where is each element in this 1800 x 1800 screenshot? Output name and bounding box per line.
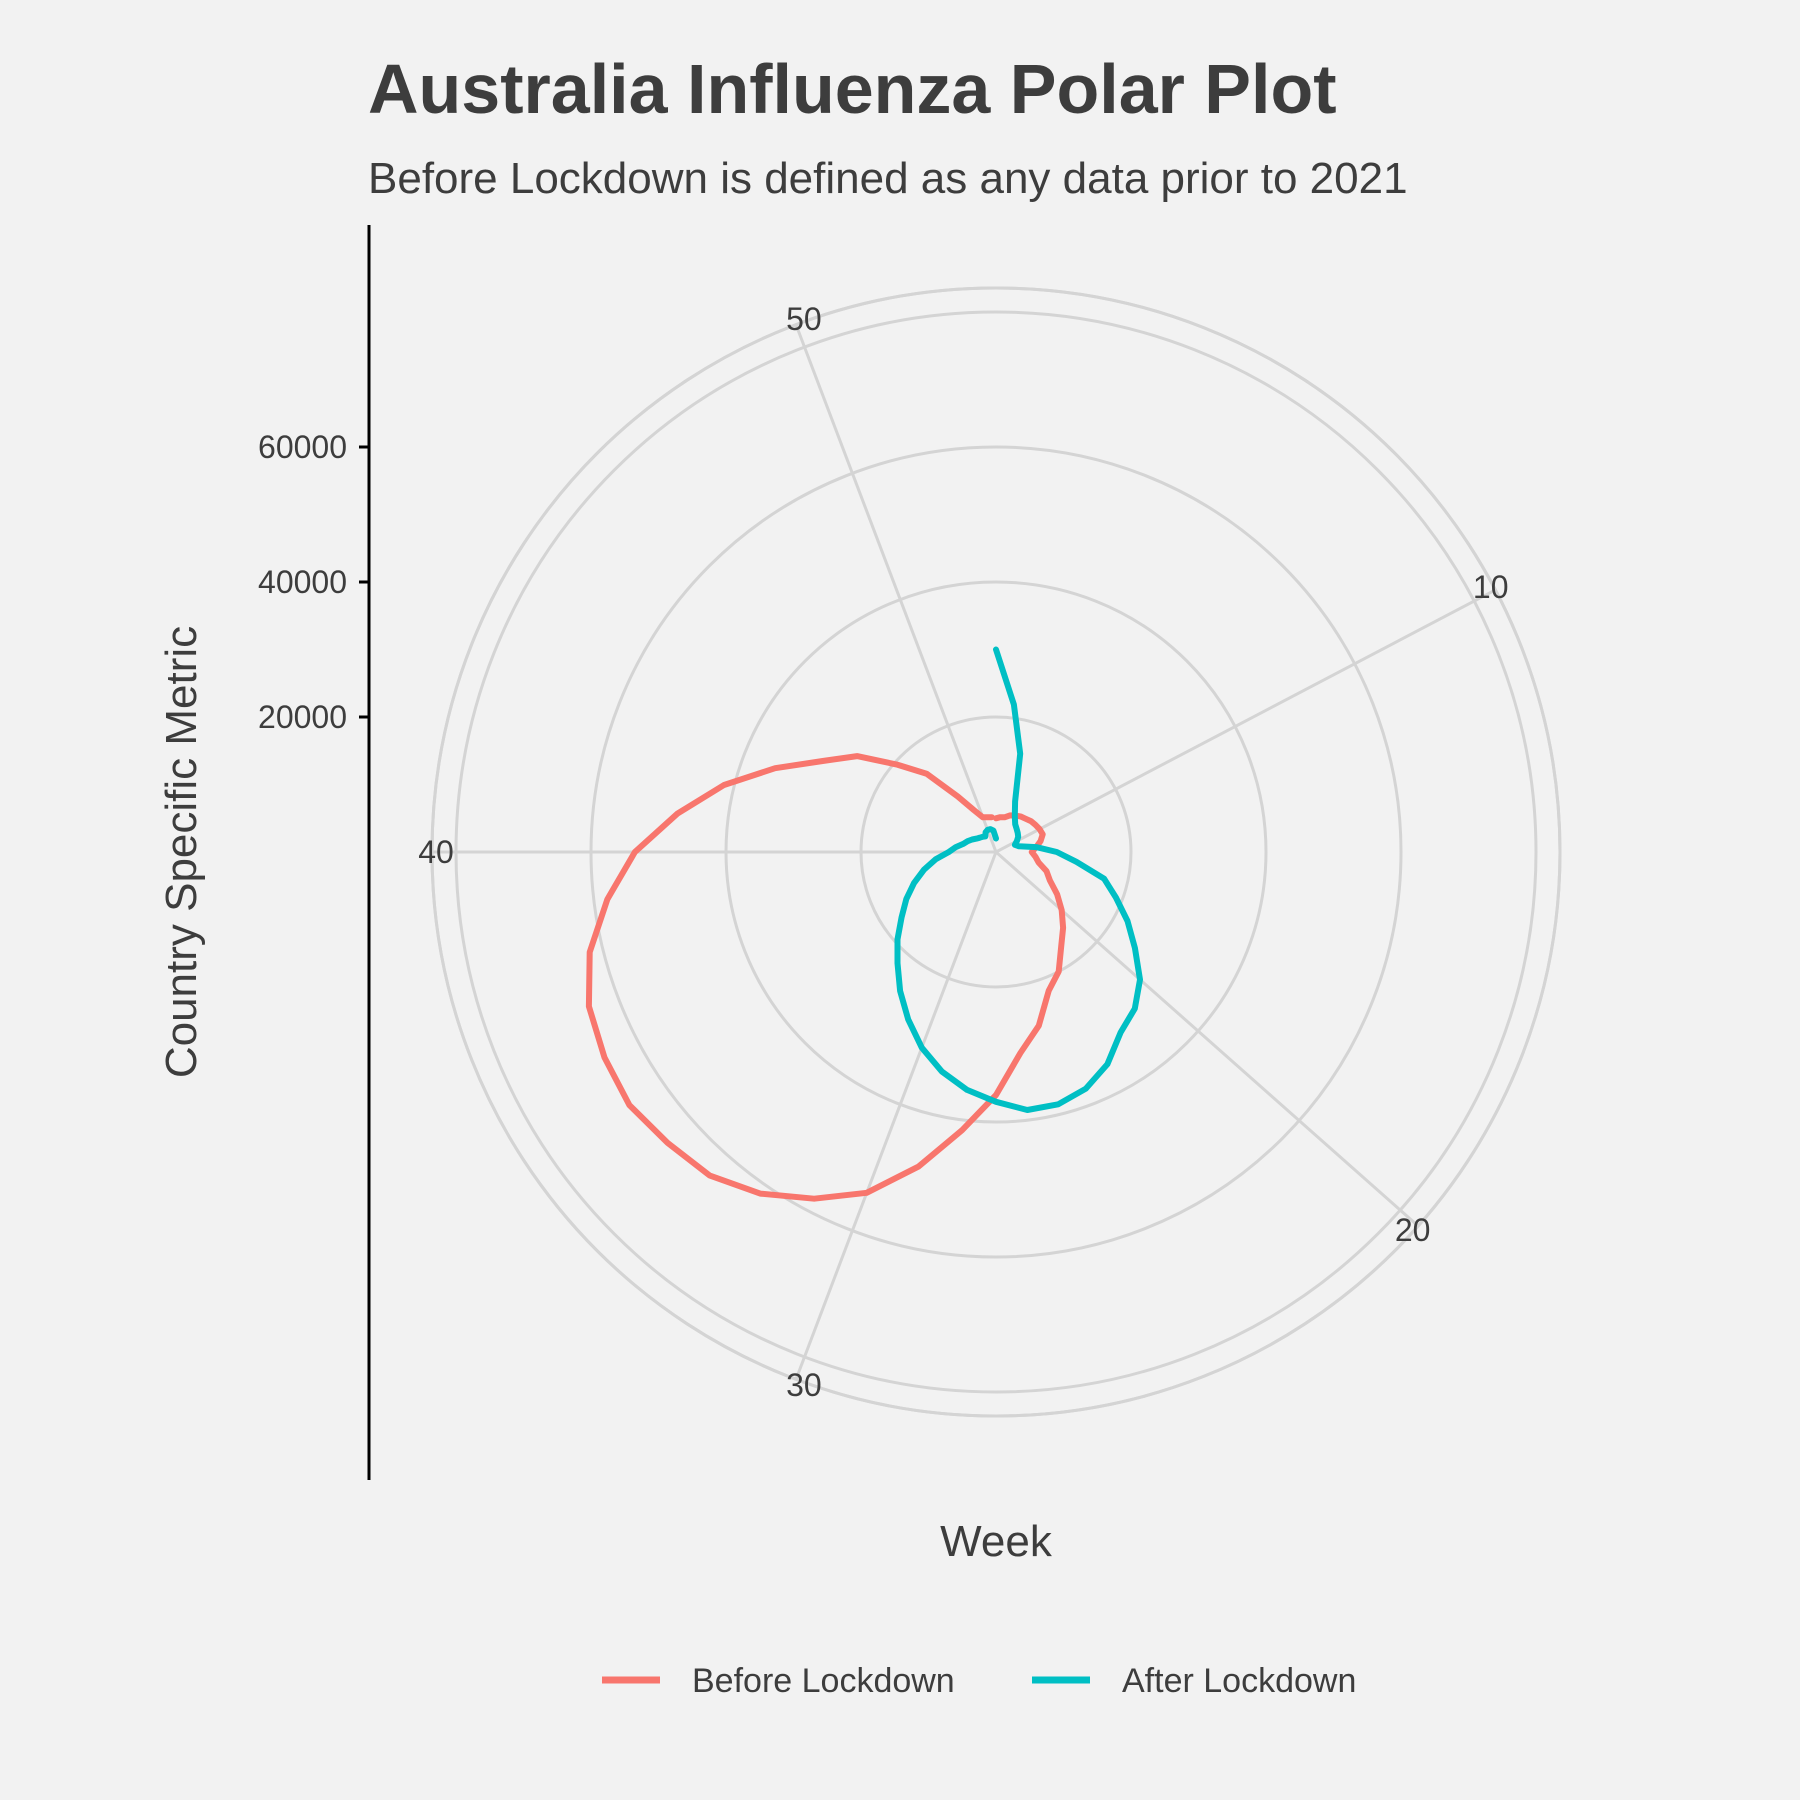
theta-tick-label: 20 [1395,1212,1431,1248]
chart-subtitle: Before Lockdown is defined as any data p… [368,154,1408,203]
y-axis-ticks: 20000 40000 60000 [258,429,369,735]
polar-grid [430,286,1562,1418]
theta-tick-label: 40 [418,834,454,870]
grid-spoke [794,851,998,1380]
legend: Before Lockdown After Lockdown [602,1662,1356,1700]
legend-label: Before Lockdown [692,1662,955,1700]
legend-label: After Lockdown [1122,1662,1356,1700]
grid-spoke [794,324,998,853]
chart-title: Australia Influenza Polar Plot [368,50,1337,128]
y-axis-title: Country Specific Metric [157,626,206,1078]
series-line-after-lockdown [894,646,1143,1113]
grid-spoke [995,850,1420,1228]
theta-tick-label: 30 [786,1367,822,1403]
series-line-before-lockdown [585,753,1067,1202]
y-tick-label: 60000 [258,429,347,465]
theta-axis-labels: 10 20 30 40 50 [418,301,1508,1403]
x-axis-title: Week [940,1517,1053,1566]
theta-tick-label: 10 [1473,569,1509,605]
theta-tick-label: 50 [786,301,822,337]
series-lines [585,646,1143,1202]
y-tick-label: 20000 [258,699,347,735]
y-tick-label: 40000 [258,564,347,600]
grid-spoke [995,588,1497,854]
